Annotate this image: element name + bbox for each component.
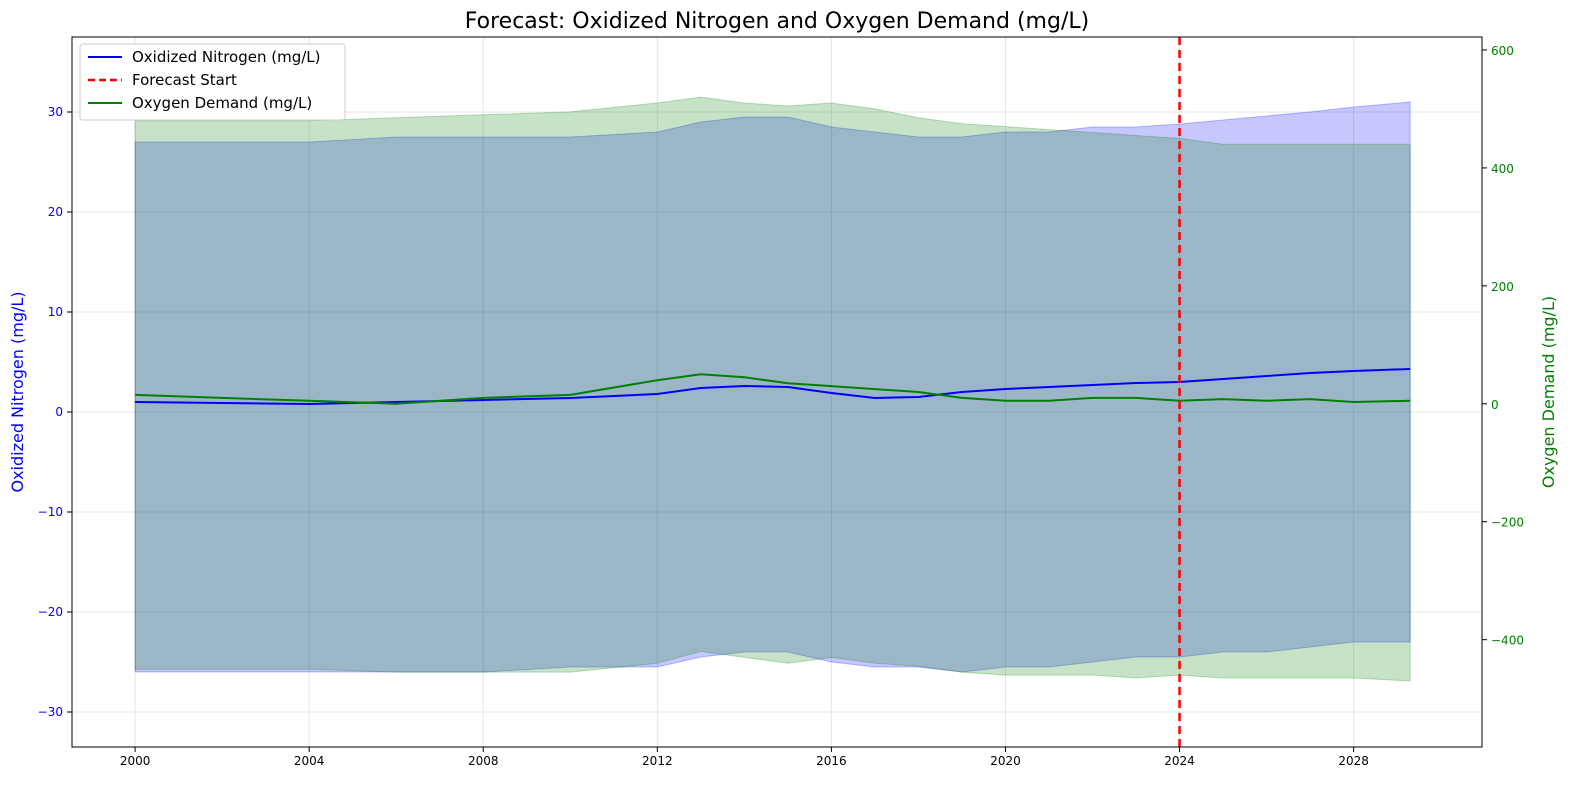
oxygen-confidence-band xyxy=(134,96,1411,682)
right-axis-title: Oxygen Demand (mg/L) xyxy=(1539,296,1558,488)
x-tick-label: 2000 xyxy=(120,754,151,768)
legend-label-oxygen: Oxygen Demand (mg/L) xyxy=(132,94,312,112)
y-left-tick-label: −10 xyxy=(38,505,63,519)
y-right-tick-label: 600 xyxy=(1491,44,1514,58)
legend: Oxidized Nitrogen (mg/L) Forecast Start … xyxy=(79,43,346,121)
grid-lines xyxy=(72,37,1482,747)
plot-frame xyxy=(71,36,1483,748)
y-right-tick-label: −400 xyxy=(1491,634,1524,648)
legend-label-nitrogen: Oxidized Nitrogen (mg/L) xyxy=(132,48,321,66)
nitrogen-series-line xyxy=(135,368,1411,406)
right-y-axis-ticks: −400 −200 0 200 400 600 xyxy=(1482,44,1524,648)
confidence-bands xyxy=(134,96,1411,682)
x-tick-label: 2028 xyxy=(1338,754,1369,768)
x-tick-label: 2004 xyxy=(294,754,325,768)
legend-label-forecast: Forecast Start xyxy=(132,71,237,89)
y-left-tick-label: 10 xyxy=(48,305,63,319)
left-axis-title: Oxidized Nitrogen (mg/L) xyxy=(8,291,27,492)
y-right-tick-label: −200 xyxy=(1491,516,1524,530)
y-right-tick-label: 0 xyxy=(1491,398,1499,412)
left-y-axis-ticks: −30 −20 −10 0 10 20 30 xyxy=(38,105,72,719)
chart-title: Forecast: Oxidized Nitrogen and Oxygen D… xyxy=(465,9,1089,34)
series-lines xyxy=(135,368,1411,406)
y-left-tick-label: −30 xyxy=(38,705,63,719)
y-left-tick-label: 30 xyxy=(48,105,63,119)
x-tick-label: 2008 xyxy=(468,754,499,768)
y-left-tick-label: 0 xyxy=(55,405,63,419)
oxygen-series-line xyxy=(135,373,1411,405)
y-left-tick-label: 20 xyxy=(48,205,63,219)
x-tick-label: 2016 xyxy=(816,754,847,768)
y-left-tick-label: −20 xyxy=(38,605,63,619)
x-tick-label: 2020 xyxy=(990,754,1021,768)
legend-box xyxy=(79,43,346,121)
y-right-tick-label: 200 xyxy=(1491,280,1514,294)
y-right-tick-label: 400 xyxy=(1491,162,1514,176)
x-tick-label: 2024 xyxy=(1164,754,1195,768)
x-tick-label: 2012 xyxy=(642,754,673,768)
x-axis-ticks: 2000 2004 2008 2012 2016 2020 2024 2028 xyxy=(120,747,1369,768)
